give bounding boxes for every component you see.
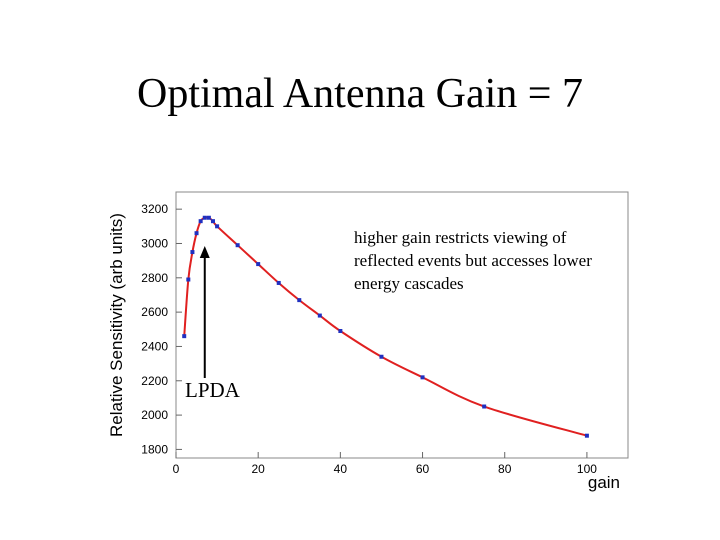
data-point <box>276 280 281 285</box>
data-point <box>186 277 191 282</box>
x-tick-label: 40 <box>334 462 348 476</box>
data-point <box>297 298 302 303</box>
data-point <box>210 219 215 224</box>
slide-title: Optimal Antenna Gain = 7 <box>137 71 583 117</box>
annotation-note: higher gain restricts viewing of reflect… <box>354 228 592 293</box>
y-tick-label: 3000 <box>141 236 168 250</box>
data-point <box>194 231 199 236</box>
data-point <box>338 329 343 334</box>
lpda-label: LPDA <box>185 378 240 402</box>
data-points <box>182 215 589 438</box>
data-point <box>317 313 322 318</box>
x-tick-label: 20 <box>252 462 266 476</box>
y-tick-label: 2400 <box>141 339 168 353</box>
y-axis-label: Relative Sensitivity (arb units) <box>107 213 126 437</box>
tick-labels: 0 20 40 60 80 100 1800 2000 2200 2400 2600 2800 3000… <box>141 202 597 476</box>
y-tick-label: 2000 <box>141 408 168 422</box>
y-tick-label: 3200 <box>141 202 168 216</box>
axes <box>175 191 629 459</box>
arrow-head <box>199 246 210 258</box>
data-point <box>235 243 240 248</box>
data-point <box>202 215 207 220</box>
y-tick-label: 1800 <box>141 442 168 456</box>
y-tick-label: 2200 <box>141 374 168 388</box>
x-tick-label: 80 <box>498 462 512 476</box>
data-point <box>482 404 487 409</box>
x-axis-label: gain <box>588 473 620 492</box>
data-point <box>379 354 384 359</box>
data-point <box>584 433 589 438</box>
data-point <box>256 262 261 267</box>
x-tick-label: 100 <box>577 462 597 476</box>
y-tick-label: 2600 <box>141 305 168 319</box>
y-tick-label: 2800 <box>141 271 168 285</box>
data-point <box>198 219 203 224</box>
data-point <box>206 215 211 220</box>
data-point <box>215 224 220 229</box>
plot-frame <box>175 191 629 459</box>
lpda-arrow <box>199 246 210 378</box>
data-point <box>420 375 425 380</box>
data-point <box>182 334 187 339</box>
x-tick-label: 0 <box>173 462 180 476</box>
data-point <box>190 250 195 255</box>
x-tick-label: 60 <box>416 462 430 476</box>
